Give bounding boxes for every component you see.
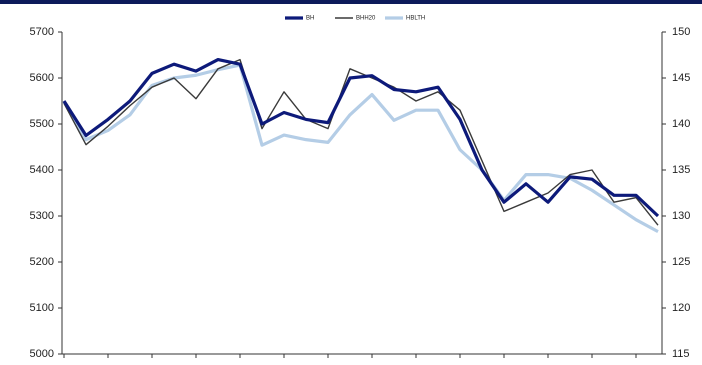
y-tick-label: 5500 xyxy=(30,118,54,130)
y-tick-label: 5200 xyxy=(30,256,54,268)
y-tick-label: 5000 xyxy=(30,348,54,360)
y-tick-label: 5600 xyxy=(30,72,54,84)
legend-label: HBLTH xyxy=(406,16,425,22)
legend-label: BH xyxy=(306,16,314,22)
y-tick-label: 5100 xyxy=(30,302,54,314)
y-tick-label: 5300 xyxy=(30,210,54,222)
y2-tick-label: 145 xyxy=(672,72,690,84)
y-tick-label: 5700 xyxy=(30,26,54,38)
y2-tick-label: 150 xyxy=(672,26,690,38)
series-line xyxy=(63,58,659,226)
y2-tick-label: 140 xyxy=(672,118,690,130)
legend-label: BHH20 xyxy=(356,16,376,22)
y2-tick-label: 135 xyxy=(672,164,690,176)
y-tick-label: 5400 xyxy=(30,164,54,176)
y2-tick-label: 120 xyxy=(672,302,690,314)
y2-tick-label: 125 xyxy=(672,256,690,268)
series-line xyxy=(62,63,659,234)
top-bar xyxy=(0,0,702,4)
series-line xyxy=(62,57,660,218)
y2-tick-label: 130 xyxy=(672,210,690,222)
y2-tick-label: 115 xyxy=(672,348,690,360)
